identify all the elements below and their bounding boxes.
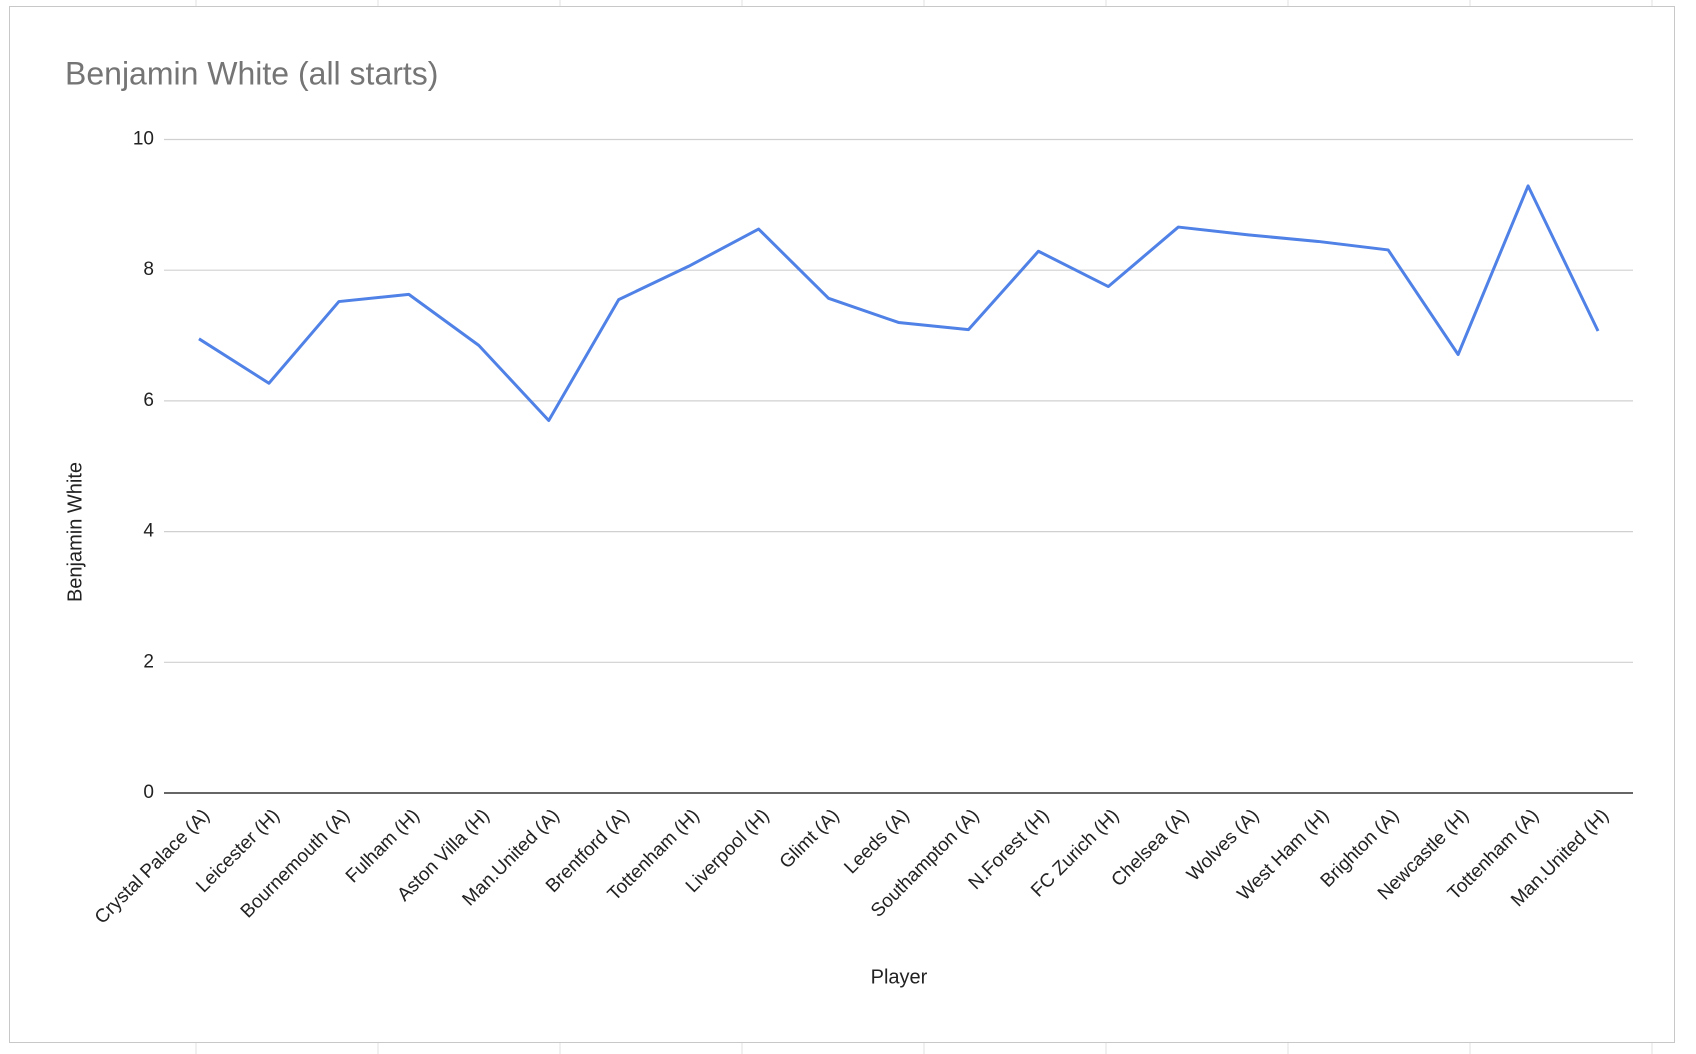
sheet-grid	[195, 0, 1653, 1054]
y-tick-label: 0	[143, 782, 154, 803]
chart-title: Benjamin White (all starts)	[65, 55, 438, 91]
y-tick-label: 4	[143, 521, 154, 542]
y-tick-label: 6	[143, 390, 154, 411]
y-tick-label: 10	[133, 129, 154, 150]
y-tick-label: 2	[143, 651, 154, 672]
data-line	[198, 184, 1600, 423]
x-axis-title: Player	[871, 966, 928, 988]
y-tick-label: 8	[143, 259, 154, 280]
chart-frame	[9, 6, 1675, 1043]
y-axis-title: Benjamin White	[64, 462, 86, 602]
